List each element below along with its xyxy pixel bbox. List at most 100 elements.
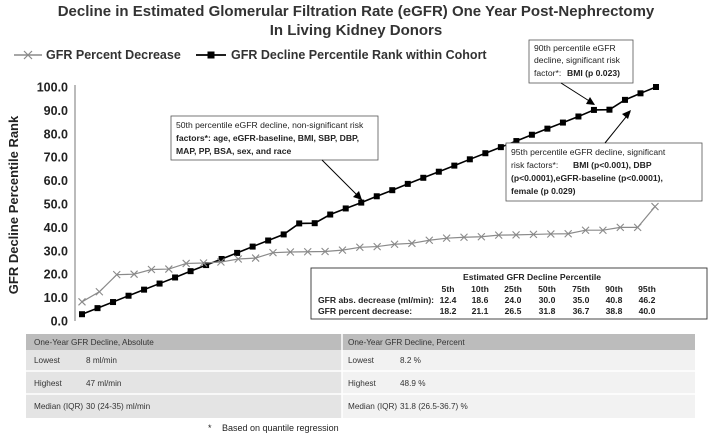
percentile-cell: 18.6 xyxy=(472,295,489,305)
percent-decrease-point xyxy=(477,232,486,241)
percentile-rank-point xyxy=(265,237,272,244)
percent-decrease-point xyxy=(529,230,538,239)
y-tick-label: 40.0 xyxy=(44,221,68,235)
percentile-rank-point xyxy=(637,90,644,97)
percent-decrease-point xyxy=(286,248,295,256)
chart-title-line2: In Living Kidney Donors xyxy=(270,22,443,39)
summary-left-label: Median (IQR) xyxy=(34,402,83,411)
percentile-rank-point xyxy=(606,106,613,113)
percent-decrease-point xyxy=(78,297,86,306)
percentile-cell: 46.2 xyxy=(639,295,656,305)
percent-decrease-point xyxy=(269,248,277,257)
annotation-95th-line2-value: BMI (p<0.001), DBP xyxy=(573,160,652,170)
percentile-rank-point xyxy=(311,220,318,227)
percentile-cell: 24.0 xyxy=(505,295,522,305)
percent-decrease-point xyxy=(390,240,399,249)
summary-table-body: Lowest 8 ml/min Lowest 8.2 % Highest 47 ml/mi… xyxy=(34,356,468,411)
summary-left-label: Highest xyxy=(34,379,62,388)
annotation-50th-pointer xyxy=(321,159,363,201)
percentile-row-label: GFR abs. decrease (ml/min): xyxy=(318,295,434,305)
percentile-row-label: GFR percent decrease: xyxy=(318,306,412,316)
percent-decrease-point xyxy=(199,259,208,267)
annotation-90th-line2: decline, significant risk xyxy=(534,55,621,65)
y-tick-label: 90.0 xyxy=(44,104,68,118)
summary-right-header: One-Year GFR Decline, Percent xyxy=(348,338,465,347)
percentile-rank-point xyxy=(590,106,597,113)
percentile-column-header: 50th xyxy=(538,284,556,294)
percent-decrease-point xyxy=(147,265,156,274)
percentile-table: Estimated GFR Decline Percentile 5th 10th… xyxy=(310,267,708,320)
legend-label-percent-decrease: GFR Percent Decrease xyxy=(46,48,181,62)
percent-decrease-point xyxy=(442,234,451,243)
percentile-rank-point xyxy=(110,299,117,306)
percentile-rank-point xyxy=(513,138,520,145)
percentile-rank-point xyxy=(420,174,427,181)
percentile-rank-point xyxy=(218,255,225,262)
annotation-90th-line3-value: BMI (p 0.023) xyxy=(567,68,620,78)
percentile-rank-point xyxy=(497,144,504,151)
series-line-percent-decrease xyxy=(81,206,656,303)
legend: GFR Percent Decrease GFR Decline Percent… xyxy=(14,48,487,62)
y-tick-label: 60.0 xyxy=(44,174,68,188)
percent-decrease-point xyxy=(321,247,329,256)
percentile-cell: 31.8 xyxy=(539,306,556,316)
annotation-90th-arrowhead-icon xyxy=(586,97,595,105)
percent-decrease-point xyxy=(460,233,468,242)
percentile-rank-point xyxy=(296,220,303,227)
percent-decrease-point xyxy=(581,226,590,235)
annotation-90th-line1: 90th percentile eGFR xyxy=(534,43,616,53)
annotation-90th-percentile: 90th percentile eGFR decline, significan… xyxy=(528,39,634,105)
annotation-50th-arrowhead-icon xyxy=(353,191,362,200)
percent-decrease-point xyxy=(599,226,607,235)
summary-table-left-header-bg xyxy=(26,334,342,350)
summary-left-header: One-Year GFR Decline, Absolute xyxy=(34,338,154,347)
annotation-95th-line4: female (p 0.029) xyxy=(511,186,576,196)
percentile-rank-point xyxy=(559,119,566,126)
percentile-column-header: 5th xyxy=(442,284,455,294)
percentile-rank-point xyxy=(125,292,132,299)
percent-decrease-point xyxy=(112,270,121,279)
annotation-50th-line2: factors*: age, eGFR-baseline, BMI, SBP, … xyxy=(176,133,359,143)
summary-right-label: Lowest xyxy=(348,356,375,365)
summary-right-label: Highest xyxy=(348,379,376,388)
percent-decrease-point xyxy=(408,239,416,248)
percentile-table-body: 5th 10th 25th 50th 75th 90th 95th GFR abs. decr… xyxy=(318,284,656,316)
percent-decrease-point xyxy=(338,246,347,254)
percentile-rank-point xyxy=(234,249,241,256)
percentile-cell: 40.8 xyxy=(606,295,623,305)
percentile-cell: 38.8 xyxy=(606,306,623,316)
annotation-95th-line1: 95th percentile eGFR decline, significan… xyxy=(511,147,666,157)
percentile-rank-point xyxy=(621,96,628,103)
annotation-50th-percentile: 50th percentile eGFR decline, non-signif… xyxy=(170,115,379,201)
y-tick-label: 10.0 xyxy=(44,291,68,305)
percentile-rank-point xyxy=(327,211,334,218)
percentile-cell: 36.7 xyxy=(573,306,590,316)
percentile-cell: 18.2 xyxy=(440,306,457,316)
legend-asterisk-marker-icon xyxy=(23,50,33,60)
annotation-95th-percentile: 95th percentile eGFR decline, significan… xyxy=(505,110,703,202)
summary-right-value: 48.9 % xyxy=(400,379,426,388)
annotation-90th-line3-label: factor*: xyxy=(534,68,561,78)
percentile-column-header: 10th xyxy=(471,284,489,294)
summary-table-right-header-bg xyxy=(342,334,695,350)
percentile-rank-point xyxy=(528,131,535,138)
annotation-95th-line3: (p<0.0001),eGFR-baseline (p<0.0001), xyxy=(511,173,663,183)
percentile-cell: 40.0 xyxy=(639,306,656,316)
percent-decrease-point xyxy=(425,236,434,245)
percent-decrease-point xyxy=(251,254,260,262)
annotation-95th-box xyxy=(505,142,703,202)
percentile-rank-point xyxy=(141,286,148,293)
percent-decrease-point xyxy=(564,229,573,238)
summary-table: One-Year GFR Decline, Absolute One-Year … xyxy=(26,334,695,418)
percentile-rank-point xyxy=(451,162,458,169)
percentile-column-header: 90th xyxy=(605,284,623,294)
summary-right-value: 31.8 (26.5-36.7) % xyxy=(400,402,468,411)
summary-left-label: Lowest xyxy=(34,356,61,365)
y-tick-label: 0.0 xyxy=(51,315,68,329)
summary-left-value: 30 (24-35) ml/min xyxy=(86,402,151,411)
y-axis: 0.0 10.0 20.0 30.0 40.0 50.0 60.0 70.0 80.0 90.0 1… xyxy=(37,81,76,329)
summary-left-value: 8 ml/min xyxy=(86,356,117,365)
percentile-column-header: 25th xyxy=(504,284,522,294)
percentile-rank-point xyxy=(358,199,365,206)
